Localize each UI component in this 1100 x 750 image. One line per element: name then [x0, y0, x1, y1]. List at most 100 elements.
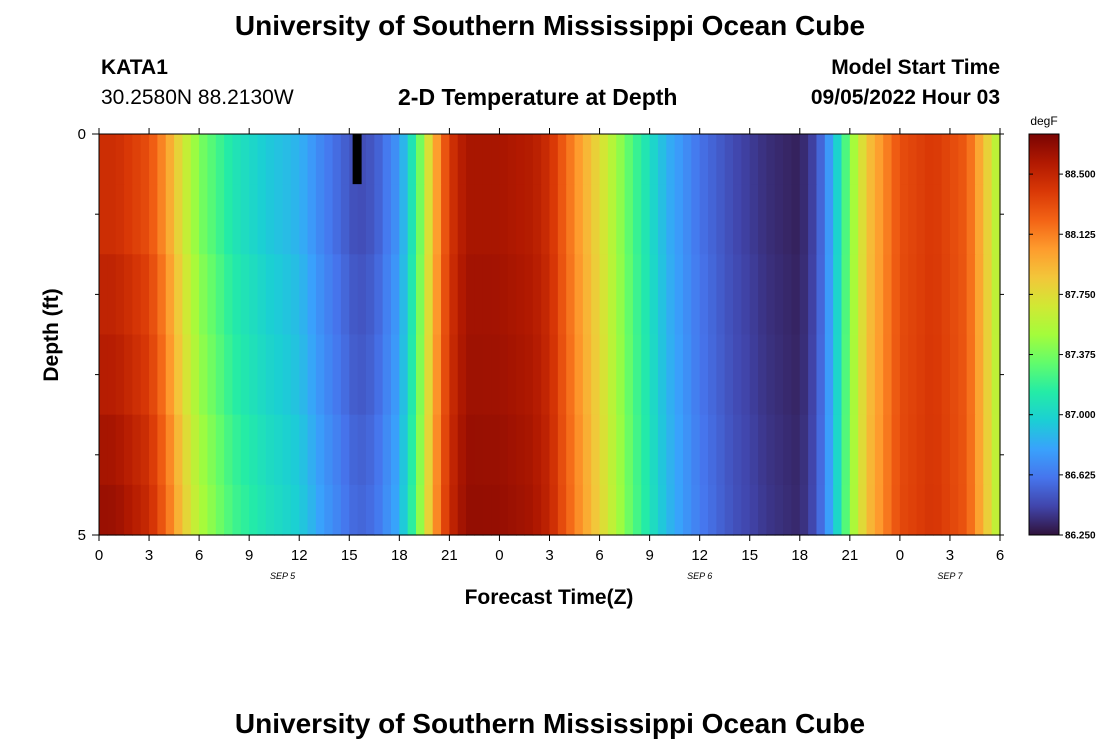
heatmap-cell: [724, 254, 734, 336]
x-tick-label: 18: [391, 547, 408, 564]
heatmap-cell: [733, 184, 742, 255]
heatmap-cell: [607, 484, 617, 536]
heatmap-cell: [416, 414, 425, 486]
heatmap-cell: [157, 254, 167, 336]
heatmap-cell: [357, 484, 367, 536]
heatmap-cell: [99, 414, 108, 486]
heatmap-cell: [708, 484, 717, 536]
heatmap-cell: [382, 254, 392, 336]
colorbar-units: degF: [1030, 114, 1057, 128]
heatmap-cell: [274, 254, 284, 336]
heatmap-cell: [424, 184, 434, 255]
heatmap-cell: [165, 254, 175, 336]
heatmap-cell: [716, 484, 726, 536]
heatmap-cell: [591, 184, 601, 255]
heatmap-cell: [657, 134, 667, 185]
heatmap-cell: [691, 414, 701, 486]
heatmap-cell: [566, 414, 576, 486]
heatmap-cell: [641, 134, 651, 185]
heatmap-cell: [974, 134, 984, 185]
heatmap-cell: [808, 134, 818, 185]
heatmap-cell: [991, 184, 1001, 255]
heatmap-cell: [607, 134, 617, 185]
colorbar-tick-label: 87.375: [1065, 350, 1096, 361]
heatmap-cell: [532, 254, 542, 336]
heatmap-cell: [974, 484, 984, 536]
heatmap-cell: [224, 254, 234, 336]
heatmap-cell: [224, 184, 234, 255]
heatmap-cell: [374, 134, 384, 185]
heatmap-cell: [799, 134, 809, 185]
heatmap-cell: [507, 484, 517, 536]
heatmap-cell: [124, 334, 133, 416]
heatmap-cell: [315, 184, 325, 255]
heatmap-cell: [441, 184, 450, 255]
heatmap-cell: [866, 484, 876, 536]
heatmap-cell: [407, 134, 417, 185]
heatmap-cell: [866, 414, 876, 486]
heatmap-cell: [883, 414, 893, 486]
heatmap-cell: [174, 134, 184, 185]
heatmap-cell: [290, 184, 300, 255]
x-tick-label: 0: [95, 547, 103, 564]
heatmap-cell: [841, 134, 851, 185]
heatmap-cell: [908, 254, 918, 336]
heatmap-cell: [841, 254, 851, 336]
heatmap-cell: [482, 134, 492, 185]
heatmap-cell: [958, 484, 968, 536]
heatmap-cell: [516, 414, 526, 486]
x-tick-label: 9: [645, 547, 653, 564]
heatmap-cell: [599, 184, 609, 255]
heatmap-cell: [424, 484, 434, 536]
heatmap-cell: [165, 414, 175, 486]
heatmap-cell: [257, 254, 267, 336]
heatmap-cell: [165, 184, 175, 255]
heatmap-cell: [783, 484, 793, 536]
heatmap-cell: [532, 184, 542, 255]
heatmap-cell: [724, 184, 734, 255]
heatmap-cell: [149, 134, 158, 185]
heatmap-cell: [524, 134, 534, 185]
x-tick-label: 15: [741, 547, 758, 564]
heatmap-cell: [416, 134, 425, 185]
heatmap-cell: [799, 254, 809, 336]
heatmap-cell: [365, 334, 375, 416]
heatmap-cell: [708, 334, 717, 416]
heatmap-cell: [666, 414, 676, 486]
heatmap-cell: [265, 484, 275, 536]
heatmap-cell: [991, 484, 1001, 536]
heatmap-cell: [149, 254, 158, 336]
heatmap-cell: [908, 484, 918, 536]
heatmap-cell: [966, 334, 976, 416]
heatmap-cell: [174, 254, 184, 336]
heatmap-cell: [365, 484, 375, 536]
heatmap-cell: [207, 334, 217, 416]
heatmap-cell: [199, 254, 209, 336]
heatmap-cell: [858, 484, 868, 536]
heatmap-cell: [916, 414, 926, 486]
heatmap-cell: [791, 334, 801, 416]
heatmap-cell: [449, 484, 459, 536]
heatmap-cell: [232, 134, 242, 185]
heatmap-cell: [566, 134, 576, 185]
heatmap-cell: [315, 484, 325, 536]
heatmap-cell: [249, 184, 259, 255]
heatmap-cell: [182, 484, 192, 536]
heatmap-cell: [591, 254, 601, 336]
heatmap-cell: [365, 184, 375, 255]
heatmap-cell: [190, 484, 200, 536]
heatmap-cell: [716, 254, 726, 336]
heatmap-cell: [733, 414, 742, 486]
heatmap-cell: [816, 184, 826, 255]
heatmap-cell: [808, 254, 818, 336]
y-tick-label: 0: [78, 126, 86, 143]
heatmap-cell: [733, 484, 742, 536]
heatmap-cell: [749, 414, 759, 486]
model-start-time: 09/05/2022 Hour 03: [810, 86, 1000, 109]
heatmap-cell: [966, 484, 976, 536]
heatmap-cell: [407, 484, 417, 536]
heatmap-cell: [299, 414, 309, 486]
heatmap-cell: [833, 414, 843, 486]
heatmap-cell: [849, 484, 859, 536]
heatmap-cell: [257, 334, 267, 416]
